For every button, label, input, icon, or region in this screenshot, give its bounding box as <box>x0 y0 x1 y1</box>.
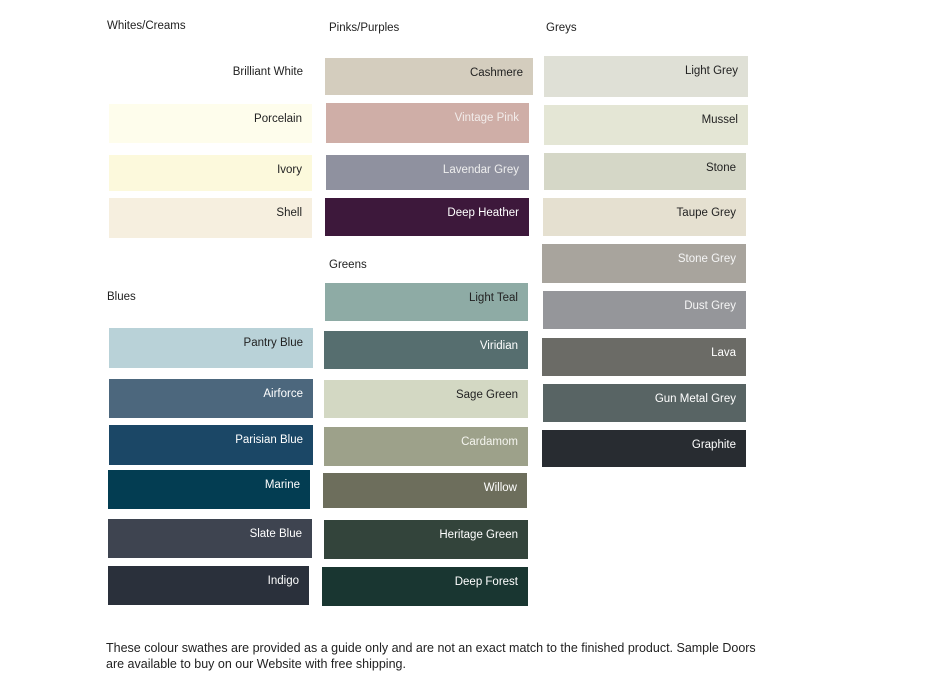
swatch-lava: Lava <box>542 338 746 376</box>
swatch-slate-blue: Slate Blue <box>108 519 312 558</box>
swatch-label: Deep Forest <box>454 576 518 588</box>
group-heading-whites-creams: Whites/Creams <box>107 20 186 32</box>
swatch-label: Heritage Green <box>439 529 518 541</box>
swatch-indigo: Indigo <box>108 566 309 605</box>
disclaimer-text: These colour swathes are provided as a g… <box>106 641 756 671</box>
swatch-mussel: Mussel <box>544 105 748 145</box>
swatch-stone-grey: Stone Grey <box>542 244 746 283</box>
swatch-label: Parisian Blue <box>235 434 303 446</box>
swatch-gun-metal-grey: Gun Metal Grey <box>543 384 746 422</box>
swatch-marine: Marine <box>108 470 310 509</box>
swatch-label: Sage Green <box>455 389 518 401</box>
swatch-label: Viridian <box>479 340 518 352</box>
swatch-label: Lava <box>711 347 736 359</box>
swatch-deep-forest: Deep Forest <box>322 567 528 606</box>
swatch-sage-green: Sage Green <box>324 380 528 418</box>
swatch-label: Pantry Blue <box>243 337 303 349</box>
swatch-airforce: Airforce <box>109 379 313 418</box>
group-heading-greys: Greys <box>546 22 577 34</box>
swatch-light-teal: Light Teal <box>325 283 528 321</box>
swatch-label: Brilliant White <box>232 66 303 78</box>
swatch-label: Willow <box>483 482 517 494</box>
swatch-label: Light Grey <box>684 65 738 77</box>
swatch-shell: Shell <box>109 198 312 238</box>
swatch-graphite: Graphite <box>542 430 746 467</box>
swatch-viridian: Viridian <box>324 331 528 369</box>
swatch-willow: Willow <box>323 473 527 508</box>
swatch-porcelain: Porcelain <box>109 104 312 143</box>
swatch-cashmere: Cashmere <box>325 58 533 95</box>
swatch-dust-grey: Dust Grey <box>543 291 746 329</box>
swatch-label: Shell <box>276 207 302 219</box>
swatch-label: Mussel <box>701 114 738 126</box>
swatch-label: Indigo <box>267 575 299 587</box>
swatch-label: Stone Grey <box>677 253 736 265</box>
swatch-lavendar-grey: Lavendar Grey <box>326 155 529 190</box>
group-heading-greens: Greens <box>329 259 367 271</box>
swatch-pantry-blue: Pantry Blue <box>109 328 313 368</box>
swatch-label: Slate Blue <box>249 528 302 540</box>
swatch-vintage-pink: Vintage Pink <box>326 103 529 143</box>
swatch-ivory: Ivory <box>109 155 312 191</box>
swatch-label: Graphite <box>691 439 736 451</box>
swatch-stone: Stone <box>544 153 746 190</box>
swatch-label: Lavendar Grey <box>442 164 519 176</box>
swatch-label: Light Teal <box>468 292 518 304</box>
swatch-heritage-green: Heritage Green <box>324 520 528 559</box>
group-heading-pinks-purples: Pinks/Purples <box>329 22 400 34</box>
swatch-cardamom: Cardamom <box>324 427 528 466</box>
swatch-label: Taupe Grey <box>676 207 736 219</box>
swatch-parisian-blue: Parisian Blue <box>109 425 313 465</box>
swatch-light-grey: Light Grey <box>544 56 748 97</box>
swatch-label: Gun Metal Grey <box>654 393 736 405</box>
swatch-taupe-grey: Taupe Grey <box>543 198 746 236</box>
swatch-label: Airforce <box>263 388 303 400</box>
swatch-label: Ivory <box>277 164 302 176</box>
swatch-label: Cardamom <box>461 436 518 448</box>
swatch-label: Dust Grey <box>684 300 736 312</box>
swatch-label: Porcelain <box>254 113 302 125</box>
swatch-brilliant-white: Brilliant White <box>108 57 313 95</box>
swatch-deep-heather: Deep Heather <box>325 198 529 236</box>
swatch-label: Deep Heather <box>447 207 519 219</box>
swatch-label: Vintage Pink <box>454 112 519 124</box>
swatch-label: Cashmere <box>469 67 523 79</box>
swatch-label: Marine <box>264 479 300 491</box>
group-heading-blues: Blues <box>107 291 136 303</box>
swatch-label: Stone <box>705 162 736 174</box>
